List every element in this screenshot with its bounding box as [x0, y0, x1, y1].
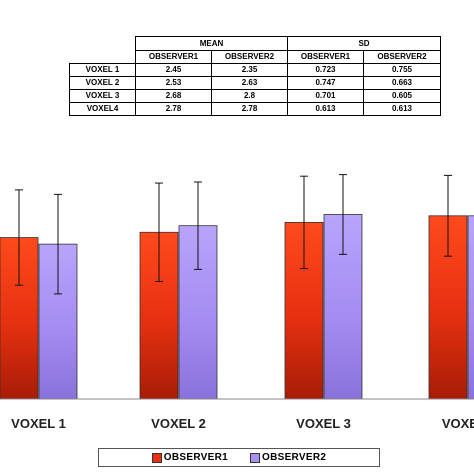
table-row-label: VOXEL 3 [69, 89, 136, 103]
table-cell: 0.605 [363, 89, 441, 103]
table-cell: 2.63 [211, 76, 288, 90]
table-cell: 0.747 [287, 76, 364, 90]
table-group-header-sd: SD [287, 36, 441, 51]
x-tick-label: VOXEL 2 [151, 416, 206, 431]
table-group-header-mean: MEAN [135, 36, 288, 51]
table-column-header-row: OBSERVER1 OBSERVER2 OBSERVER1 OBSERVER2 [70, 50, 441, 64]
table-cell: 0.663 [363, 76, 441, 90]
legend-label: OBSERVER1 [163, 452, 228, 463]
table-row-label: VOXEL 2 [69, 76, 136, 90]
table-group-header-row: MEAN SD [70, 36, 441, 51]
error-bar-observer2-1 [54, 193, 62, 295]
table-cell: 2.78 [135, 102, 212, 116]
table-row-label: VOXEL4 [69, 102, 136, 116]
table-row: VOXEL 2 2.53 2.63 0.747 0.663 [69, 76, 441, 90]
table-cell: 0.613 [287, 102, 364, 116]
table-cell: 2.53 [135, 76, 212, 90]
table-cell: 2.78 [211, 102, 288, 116]
table-cell: 0.701 [287, 89, 364, 103]
table-cell: 0.755 [363, 63, 441, 77]
error-bar-observer1-3 [300, 175, 308, 270]
table-row: VOXEL4 2.78 2.78 0.613 0.613 [69, 102, 441, 116]
error-bars-layer [15, 174, 452, 295]
table-cell: 2.35 [211, 63, 288, 77]
table-cell: 0.723 [287, 63, 364, 77]
table-corner [70, 51, 136, 64]
bars-layer [0, 214, 474, 400]
table-row-label: VOXEL 1 [69, 63, 136, 77]
error-bar-observer1-4 [444, 174, 452, 257]
legend: OBSERVER1 OBSERVER2 [98, 448, 380, 467]
error-bar-observer1-2 [155, 182, 163, 283]
table-row: VOXEL 1 2.45 2.35 0.723 0.755 [69, 63, 441, 77]
table-row: VOXEL 3 2.68 2.8 0.701 0.605 [69, 89, 441, 103]
error-bar-observer2-3 [339, 174, 347, 255]
table-column-header: OBSERVER1 [287, 50, 364, 64]
legend-label: OBSERVER2 [262, 452, 327, 463]
table-cell: 2.8 [211, 89, 288, 103]
table-column-header: OBSERVER1 [135, 50, 212, 64]
legend-item-observer2: OBSERVER2 [250, 452, 326, 463]
x-tick-label: VOXEL 1 [11, 416, 66, 431]
legend-swatch [151, 452, 162, 463]
bar-observer2-4 [467, 215, 474, 400]
table-column-header: OBSERVER2 [363, 50, 441, 64]
error-bar-observer1-1 [15, 189, 23, 286]
legend-item-observer1: OBSERVER1 [151, 452, 228, 463]
x-tick-label: VOXEL4 [442, 416, 474, 431]
table-column-header: OBSERVER2 [211, 50, 288, 64]
stats-table: MEAN SD OBSERVER1 OBSERVER2 OBSERVER1 OB… [69, 36, 441, 116]
table-cell: 2.68 [135, 89, 212, 103]
table-corner [70, 37, 136, 51]
legend-swatch [250, 452, 260, 463]
table-cell: 2.45 [135, 63, 212, 77]
table-cell: 0.613 [363, 102, 441, 116]
error-bar-observer2-2 [194, 181, 202, 270]
x-tick-label: VOXEL 3 [296, 416, 351, 431]
x-tick-labels: VOXEL 1 VOXEL 2 VOXEL 3 VOXEL4 [11, 416, 474, 431]
